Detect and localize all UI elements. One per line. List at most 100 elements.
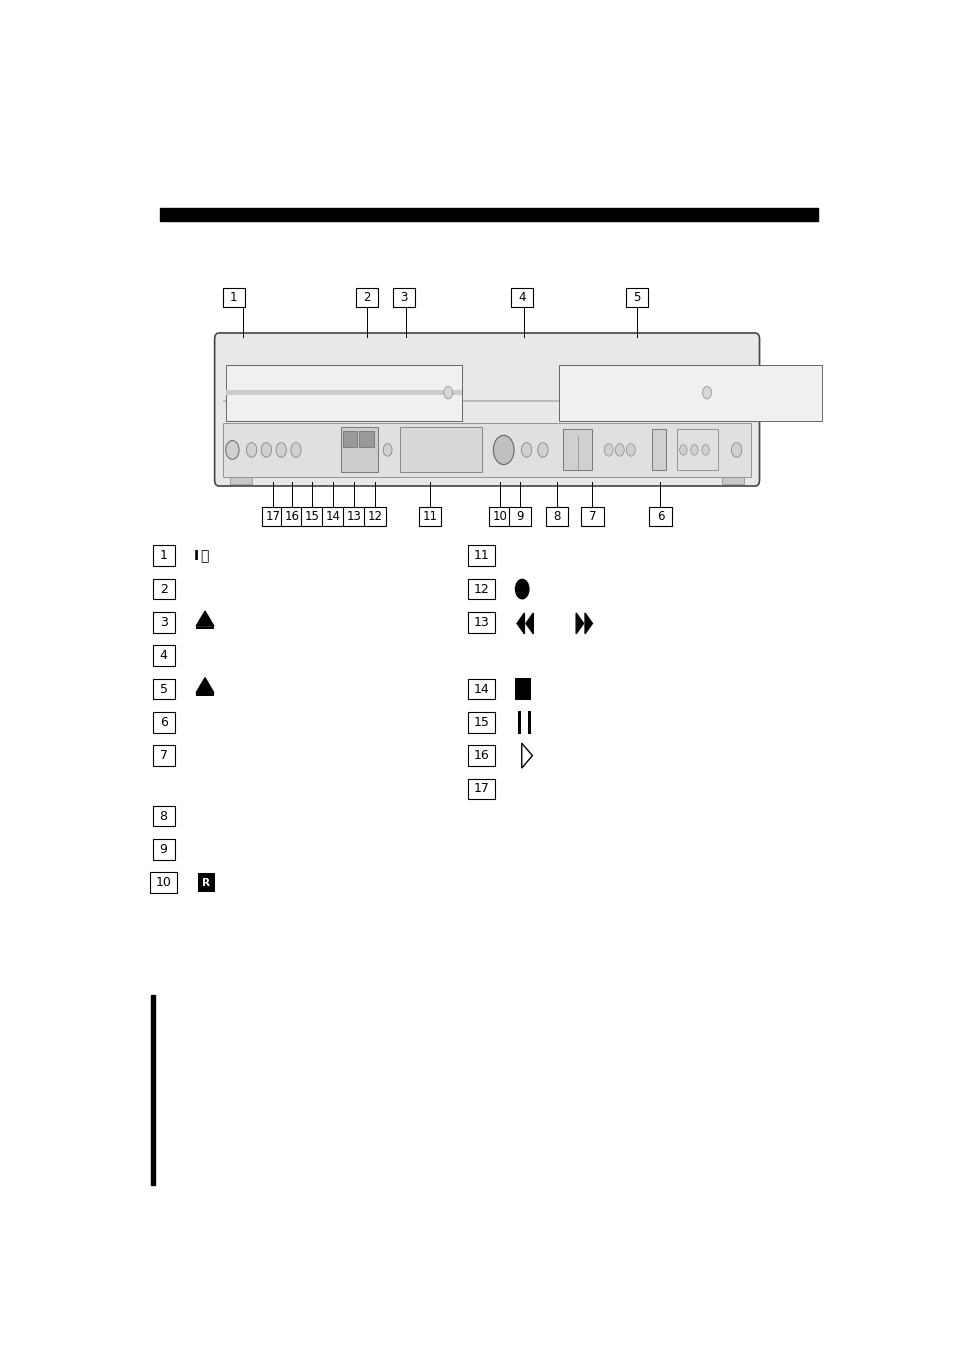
Bar xyxy=(152,545,174,566)
Text: 4: 4 xyxy=(517,291,525,304)
Text: 2: 2 xyxy=(159,583,168,596)
Polygon shape xyxy=(196,611,213,626)
Polygon shape xyxy=(584,612,592,634)
Bar xyxy=(222,423,751,477)
Bar xyxy=(545,507,567,526)
Circle shape xyxy=(701,387,711,399)
Bar xyxy=(580,507,603,526)
Text: 3: 3 xyxy=(400,291,407,304)
Bar xyxy=(152,713,174,733)
Text: 13: 13 xyxy=(473,617,489,629)
Text: 7: 7 xyxy=(588,510,596,523)
Bar xyxy=(517,711,520,734)
Circle shape xyxy=(515,579,529,599)
Bar xyxy=(358,431,374,448)
Text: 9: 9 xyxy=(516,510,523,523)
Circle shape xyxy=(679,445,686,456)
Bar xyxy=(651,430,665,470)
Text: 11: 11 xyxy=(473,549,489,562)
Bar xyxy=(197,873,215,892)
Text: ⏻: ⏻ xyxy=(200,549,209,562)
Text: 1: 1 xyxy=(159,549,168,562)
Bar xyxy=(196,694,213,696)
Text: 17: 17 xyxy=(473,783,489,795)
Bar xyxy=(152,838,174,860)
Bar xyxy=(222,400,751,403)
Text: R: R xyxy=(202,877,211,888)
Text: 2: 2 xyxy=(363,291,371,304)
Polygon shape xyxy=(576,612,583,634)
Text: 16: 16 xyxy=(473,749,489,763)
Bar xyxy=(558,365,821,420)
Bar xyxy=(488,507,511,526)
Circle shape xyxy=(493,435,514,465)
Bar xyxy=(151,995,155,1184)
Polygon shape xyxy=(525,612,533,634)
Circle shape xyxy=(443,387,453,399)
Circle shape xyxy=(626,443,635,456)
Text: 5: 5 xyxy=(633,291,639,304)
Text: 8: 8 xyxy=(553,510,560,523)
Bar xyxy=(343,507,365,526)
Text: 15: 15 xyxy=(304,510,319,523)
Circle shape xyxy=(226,441,239,460)
Bar xyxy=(196,626,213,629)
Bar xyxy=(468,745,495,767)
Bar xyxy=(468,545,495,566)
Text: 10: 10 xyxy=(492,510,507,523)
Bar xyxy=(468,779,495,799)
Text: 4: 4 xyxy=(159,649,168,662)
Circle shape xyxy=(537,442,547,457)
Bar xyxy=(226,365,462,420)
Bar xyxy=(393,288,415,307)
Bar xyxy=(342,431,357,448)
Text: 8: 8 xyxy=(159,810,168,822)
Text: I: I xyxy=(193,549,199,562)
Bar xyxy=(677,430,718,470)
Text: 14: 14 xyxy=(325,510,340,523)
Polygon shape xyxy=(517,612,524,634)
Text: 17: 17 xyxy=(265,510,280,523)
Bar xyxy=(508,507,531,526)
Circle shape xyxy=(383,443,392,456)
Text: 12: 12 xyxy=(367,510,382,523)
Circle shape xyxy=(261,442,272,457)
Bar xyxy=(160,208,817,220)
Circle shape xyxy=(521,442,531,457)
Text: 12: 12 xyxy=(473,583,489,596)
Bar xyxy=(355,288,377,307)
Bar xyxy=(152,645,174,667)
Text: 10: 10 xyxy=(155,876,172,890)
Polygon shape xyxy=(196,677,213,692)
Bar xyxy=(262,507,284,526)
Circle shape xyxy=(246,442,256,457)
Bar xyxy=(226,389,462,395)
Text: 15: 15 xyxy=(473,715,489,729)
Text: 5: 5 xyxy=(159,683,168,695)
Bar xyxy=(468,612,495,633)
Bar xyxy=(151,872,176,894)
Circle shape xyxy=(603,443,613,456)
Bar xyxy=(515,677,531,700)
Bar xyxy=(364,507,386,526)
Text: 16: 16 xyxy=(284,510,299,523)
Bar xyxy=(468,713,495,733)
Text: 6: 6 xyxy=(159,715,168,729)
Text: 3: 3 xyxy=(159,617,168,629)
FancyBboxPatch shape xyxy=(214,333,759,485)
Text: 6: 6 xyxy=(656,510,663,523)
Bar xyxy=(152,806,174,826)
Bar xyxy=(468,579,495,599)
Bar xyxy=(468,679,495,699)
Bar xyxy=(222,288,245,307)
Bar xyxy=(301,507,323,526)
Bar xyxy=(511,288,533,307)
Bar xyxy=(230,476,252,484)
Bar xyxy=(625,288,647,307)
Text: 13: 13 xyxy=(347,510,361,523)
Circle shape xyxy=(291,442,301,457)
Bar xyxy=(418,507,440,526)
Bar xyxy=(721,476,743,484)
Bar xyxy=(152,579,174,599)
Circle shape xyxy=(690,445,698,456)
